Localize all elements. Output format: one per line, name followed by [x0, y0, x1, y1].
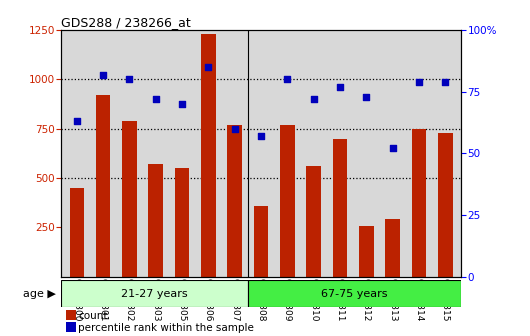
Bar: [359, 226, 374, 277]
Bar: [122, 121, 137, 277]
Point: [152, 96, 160, 102]
Bar: [438, 133, 453, 277]
Bar: [333, 139, 347, 277]
Point: [73, 119, 81, 124]
Point: [336, 84, 344, 90]
Bar: [201, 34, 216, 277]
Text: 21-27 years: 21-27 years: [121, 289, 188, 299]
Point: [204, 65, 213, 70]
Point: [415, 79, 423, 85]
Bar: [280, 125, 295, 277]
Bar: [69, 188, 84, 277]
Point: [99, 72, 107, 77]
Text: 67-75 years: 67-75 years: [321, 289, 387, 299]
Bar: [385, 219, 400, 277]
Point: [388, 146, 397, 151]
Point: [125, 77, 134, 82]
Point: [362, 94, 370, 99]
Bar: [61, 280, 248, 307]
Point: [441, 79, 449, 85]
Point: [178, 101, 186, 107]
Point: [257, 133, 266, 139]
Bar: [148, 164, 163, 277]
Bar: [227, 125, 242, 277]
Bar: [248, 280, 461, 307]
Bar: [96, 95, 110, 277]
Bar: [412, 129, 426, 277]
Point: [231, 126, 239, 131]
Point: [310, 96, 318, 102]
Point: [283, 77, 292, 82]
Text: age ▶: age ▶: [23, 289, 56, 299]
Text: count: count: [78, 311, 108, 321]
Bar: [175, 168, 189, 277]
Bar: [254, 206, 268, 277]
Text: percentile rank within the sample: percentile rank within the sample: [78, 323, 254, 333]
Text: GDS288 / 238266_at: GDS288 / 238266_at: [61, 16, 191, 29]
Bar: [306, 166, 321, 277]
